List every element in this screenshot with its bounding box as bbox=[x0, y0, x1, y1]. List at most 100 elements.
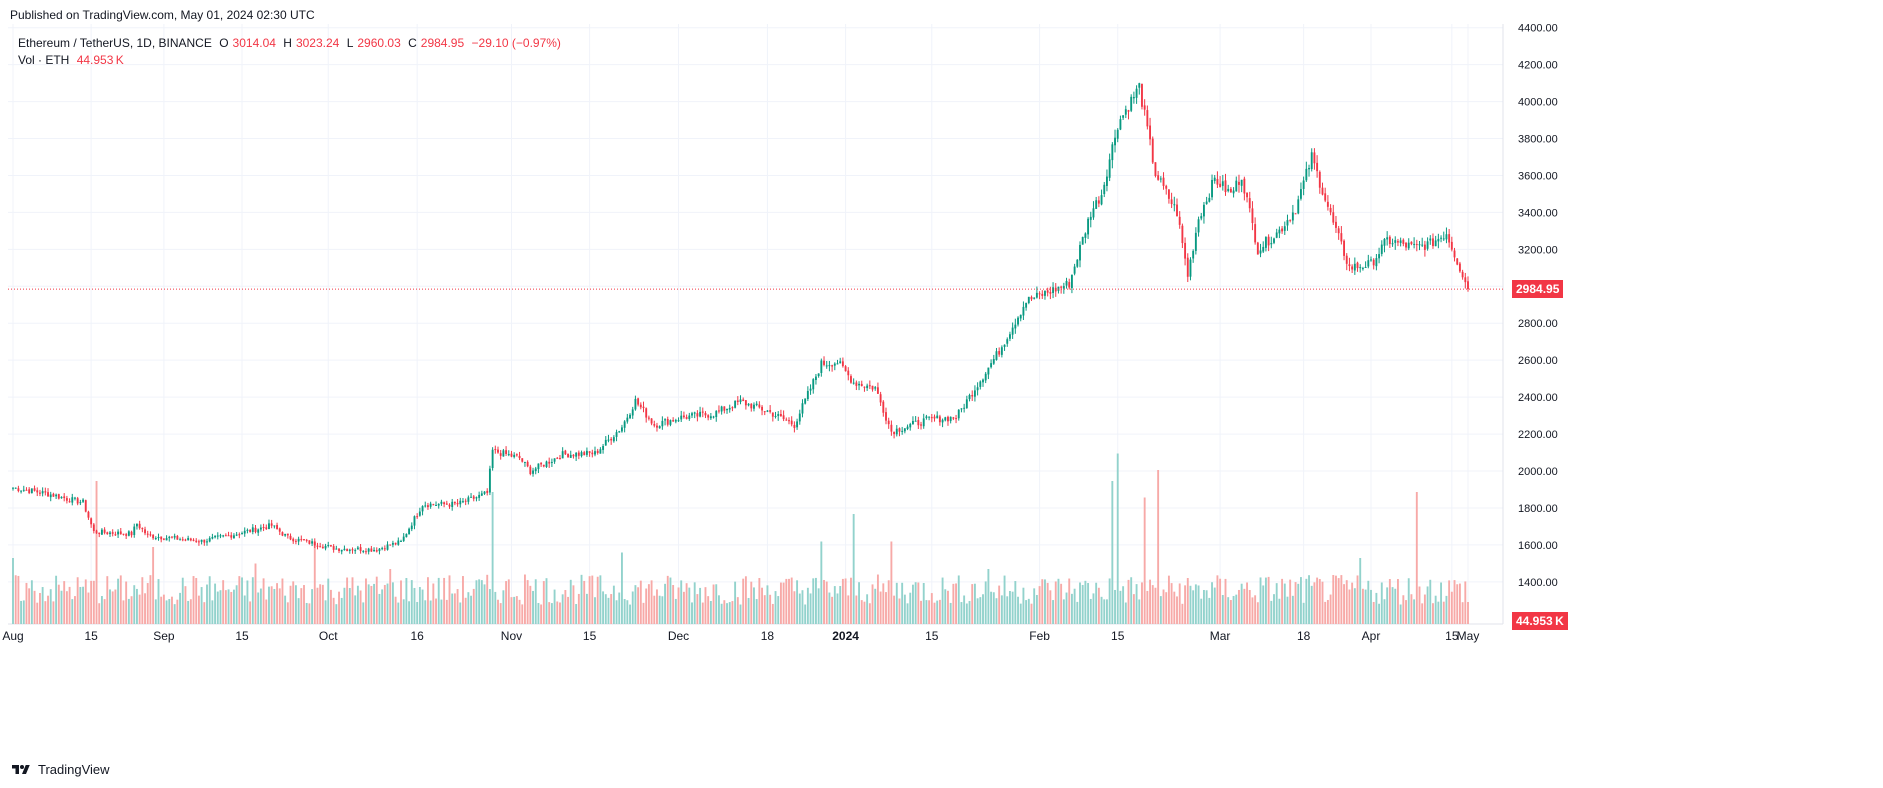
volume-bar bbox=[1332, 575, 1335, 624]
volume-bar bbox=[1294, 582, 1297, 624]
volume-bar bbox=[615, 600, 618, 624]
candle-body bbox=[1122, 115, 1125, 118]
candle-body bbox=[1162, 177, 1165, 186]
candle-body bbox=[505, 450, 508, 455]
candle-body bbox=[1300, 189, 1302, 199]
volume-bar bbox=[852, 514, 855, 624]
volume-bar bbox=[1184, 585, 1187, 624]
price-tick-label: 3200.00 bbox=[1518, 244, 1558, 256]
candle-body bbox=[418, 511, 421, 516]
candle-body bbox=[12, 487, 14, 489]
volume-bar bbox=[621, 552, 623, 624]
candle-body bbox=[160, 536, 163, 540]
candle-body bbox=[726, 408, 728, 411]
volume-bar bbox=[400, 580, 402, 624]
candle-body bbox=[761, 406, 763, 411]
candle-body bbox=[324, 545, 327, 549]
volume-bar bbox=[1270, 600, 1273, 624]
volume-bar bbox=[47, 595, 49, 624]
volume-bar bbox=[1030, 603, 1033, 624]
candle-body bbox=[20, 490, 23, 492]
volume-bar bbox=[515, 596, 518, 624]
candle-body bbox=[1030, 296, 1033, 300]
candle-body bbox=[1167, 189, 1170, 199]
candle-body bbox=[585, 450, 588, 455]
candle-body bbox=[691, 413, 693, 416]
candle-body bbox=[866, 385, 869, 389]
chart-container[interactable]: 4400.00 4200.00 4000.00 3800.00 3600.00 3400.… bbox=[0, 23, 1883, 754]
volume-bar bbox=[224, 590, 227, 624]
volume-bar bbox=[885, 592, 887, 624]
candle-body bbox=[1044, 291, 1046, 296]
candle-body bbox=[216, 535, 219, 537]
candle-body bbox=[219, 535, 222, 537]
volume-bar bbox=[532, 590, 534, 624]
volume-bar bbox=[114, 589, 117, 624]
candle-body bbox=[1097, 200, 1100, 204]
candle-body bbox=[117, 531, 120, 535]
candle-body bbox=[276, 525, 278, 530]
candle-body bbox=[76, 498, 79, 504]
volume-bar bbox=[1345, 580, 1348, 624]
candle-body bbox=[825, 365, 828, 367]
volume-bar bbox=[903, 594, 906, 624]
volume-bar bbox=[1049, 590, 1052, 624]
volume-bar bbox=[203, 602, 206, 624]
volume-bar bbox=[1095, 582, 1098, 624]
candle-body bbox=[171, 536, 173, 538]
volume-bar bbox=[1027, 598, 1030, 624]
volume-bar bbox=[1060, 583, 1063, 624]
volume-bar bbox=[758, 578, 761, 624]
candle-body bbox=[36, 490, 39, 493]
volume-bar bbox=[1289, 579, 1292, 624]
candle-body bbox=[319, 546, 322, 548]
candle-body bbox=[297, 538, 300, 542]
volume-bar bbox=[1194, 584, 1197, 624]
candle-body bbox=[990, 363, 993, 368]
candle-body bbox=[1372, 259, 1375, 266]
candle-body bbox=[860, 383, 863, 386]
candle-body bbox=[300, 538, 303, 540]
volume-bar bbox=[682, 591, 685, 624]
volume-bar bbox=[1364, 589, 1367, 624]
candle-body bbox=[1386, 237, 1389, 240]
volume-bar bbox=[610, 594, 613, 624]
candle-body bbox=[87, 511, 90, 518]
volume-bar bbox=[723, 600, 726, 624]
volume-bar bbox=[1415, 492, 1418, 624]
candle-body bbox=[1302, 180, 1305, 189]
candle-body bbox=[949, 416, 952, 422]
candle-body bbox=[1181, 225, 1184, 244]
volume-bar bbox=[1130, 577, 1133, 624]
candle-body bbox=[747, 403, 750, 406]
volume-bar bbox=[731, 601, 734, 624]
volume-bar bbox=[475, 580, 478, 624]
volume-bar bbox=[359, 590, 362, 624]
candle-body bbox=[715, 410, 718, 418]
volume-bar bbox=[1450, 591, 1453, 624]
time-tick-label: 16 bbox=[410, 629, 424, 643]
candle-body bbox=[930, 417, 933, 419]
volume-bar bbox=[1413, 599, 1416, 624]
volume-bar bbox=[1370, 589, 1372, 624]
volume-bar bbox=[55, 575, 58, 624]
volume-bar bbox=[391, 582, 394, 624]
candle-body bbox=[629, 414, 631, 419]
volume-bar bbox=[410, 580, 413, 624]
footer-brand[interactable]: TradingView bbox=[10, 762, 110, 777]
volume-bar bbox=[1224, 578, 1227, 624]
volume-bar bbox=[1380, 582, 1383, 624]
candle-body bbox=[868, 385, 871, 387]
candle-body bbox=[1259, 250, 1262, 254]
volume-bar bbox=[1227, 597, 1230, 624]
candle-body bbox=[1208, 197, 1211, 202]
candle-body bbox=[1343, 240, 1345, 256]
volume-bar bbox=[548, 602, 551, 624]
volume-bar bbox=[572, 585, 575, 624]
volume-bar bbox=[257, 592, 260, 624]
volume-bar bbox=[1246, 582, 1248, 624]
candle-body bbox=[957, 409, 960, 419]
volume-bar bbox=[839, 586, 842, 624]
candle-body bbox=[1203, 204, 1205, 217]
candlestick-chart[interactable]: 4400.00 4200.00 4000.00 3800.00 3600.00 3400.… bbox=[0, 23, 1883, 754]
